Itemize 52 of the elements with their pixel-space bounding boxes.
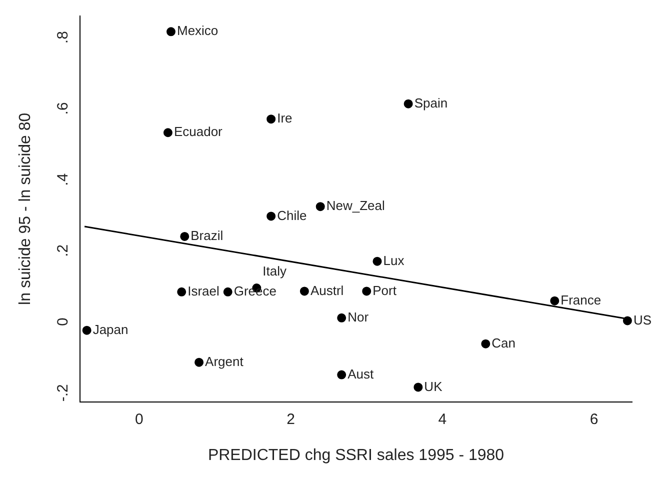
x-tick-label: 6 xyxy=(590,410,598,428)
point xyxy=(194,358,204,367)
x-tick-label: 2 xyxy=(286,410,295,428)
x-axis-title: PREDICTED chg SSRI sales 1995 - 1980 xyxy=(208,446,504,464)
annotation: Ecuador xyxy=(174,124,224,140)
point xyxy=(266,212,276,221)
annotation: Israel xyxy=(188,284,220,299)
point xyxy=(300,286,309,296)
annotation: Italy xyxy=(262,264,288,279)
point xyxy=(266,114,276,124)
x-tick-label: 4 xyxy=(438,410,447,428)
point xyxy=(180,232,190,241)
annotation: Japan xyxy=(92,322,128,337)
annotation: France xyxy=(560,292,602,308)
point xyxy=(372,256,382,266)
annotation: US xyxy=(633,312,652,328)
x-tick-label: 0 xyxy=(134,410,144,428)
annotation: Ire xyxy=(277,110,292,126)
annotation: New_Zeal xyxy=(326,198,385,214)
y-tick-label: -.2 xyxy=(54,384,72,402)
point xyxy=(404,99,413,108)
point xyxy=(481,339,490,348)
y-tick-label: 0 xyxy=(54,318,72,326)
point xyxy=(362,286,372,296)
annotation: Spain xyxy=(414,95,448,110)
annotation: Lux xyxy=(383,252,405,268)
y-tick-label: .6 xyxy=(54,102,72,115)
point xyxy=(316,202,325,212)
point xyxy=(622,316,632,326)
point xyxy=(177,287,186,296)
annotation: Austrl xyxy=(310,282,344,298)
annotation: Chile xyxy=(277,208,307,223)
point xyxy=(414,382,423,392)
point xyxy=(337,313,346,322)
annotation: Port xyxy=(372,282,397,298)
y-tick-label: .2 xyxy=(54,244,72,257)
point xyxy=(550,296,560,306)
annotation: Brazil xyxy=(190,228,224,244)
y-tick-label: .4 xyxy=(54,173,72,186)
point xyxy=(337,370,346,380)
y-tick-label: .8 xyxy=(54,31,72,44)
point xyxy=(163,128,172,138)
annotation: Argent xyxy=(205,354,244,369)
annotation: UK xyxy=(424,378,443,394)
annotation: Nor xyxy=(348,309,370,324)
annotation: Aust xyxy=(348,366,374,382)
y-axis-title: ln suicide 95 - ln suicide 80 xyxy=(17,112,34,305)
point xyxy=(223,287,232,296)
annotation: Can xyxy=(492,335,516,350)
point xyxy=(82,326,92,335)
point xyxy=(166,27,176,36)
annotation: Mexico xyxy=(176,23,218,38)
